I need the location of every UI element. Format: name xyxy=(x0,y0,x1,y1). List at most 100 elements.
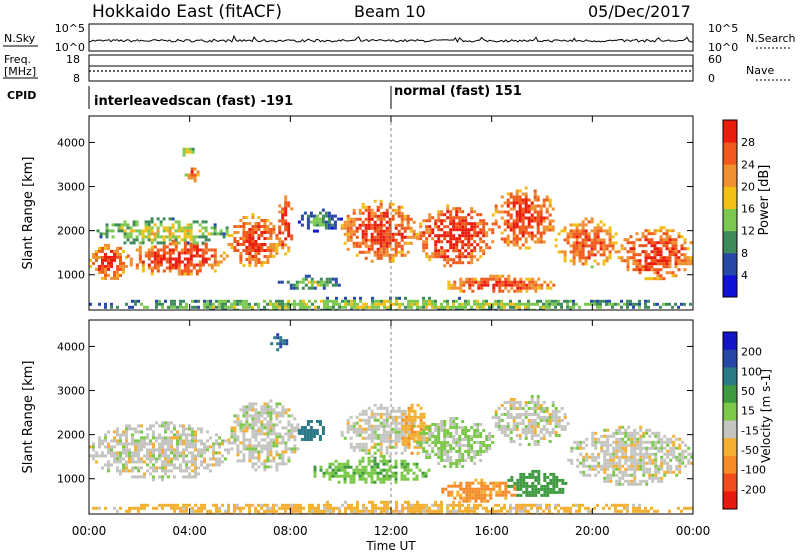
heatmap-cell xyxy=(515,413,519,416)
heatmap-cell xyxy=(278,456,282,460)
heatmap-cell xyxy=(573,440,577,444)
heatmap-cell xyxy=(321,429,325,432)
heatmap-cell xyxy=(406,250,410,254)
heatmap-cell xyxy=(422,234,426,238)
heatmap-cell xyxy=(483,487,487,491)
heatmap-cell xyxy=(630,464,634,468)
heatmap-cell xyxy=(626,305,629,309)
heatmap-cell xyxy=(584,235,588,239)
heatmap-cell xyxy=(506,210,510,214)
heatmap-cell xyxy=(113,451,116,455)
heatmap-cell xyxy=(501,280,505,284)
heatmap-cell xyxy=(394,226,398,230)
heatmap-cell xyxy=(285,339,289,343)
heatmap-cell xyxy=(503,401,507,404)
heatmap-cell xyxy=(195,220,199,224)
heatmap-cell xyxy=(242,243,246,246)
heatmap-cell xyxy=(287,420,291,424)
heatmap-cell xyxy=(428,438,432,441)
heatmap-cell xyxy=(510,493,514,497)
heatmap-cell xyxy=(404,500,407,504)
heatmap-cell xyxy=(254,243,258,246)
heatmap-cell xyxy=(362,506,365,510)
heatmap-cell xyxy=(498,487,502,491)
heatmap-cell xyxy=(177,251,181,255)
heatmap-cell xyxy=(596,238,600,242)
heatmap-cell xyxy=(236,414,240,418)
heatmap-cell xyxy=(101,264,104,268)
heatmap-cell xyxy=(479,249,483,253)
heatmap-cell xyxy=(539,305,542,309)
heatmap-cell xyxy=(524,204,528,208)
heatmap-cell xyxy=(584,217,588,221)
heatmap-cell xyxy=(518,189,522,193)
heatmap-cell xyxy=(397,241,401,245)
heatmap-cell xyxy=(198,260,202,264)
heatmap-cell xyxy=(251,308,254,310)
heatmap-cell xyxy=(546,493,550,497)
heatmap-cell xyxy=(164,454,167,458)
heatmap-cell xyxy=(606,467,610,471)
heatmap-cell xyxy=(659,235,663,239)
heatmap-cell xyxy=(587,302,590,306)
heatmap-cell xyxy=(674,259,678,263)
heatmap-cell xyxy=(602,223,606,227)
heatmap-cell xyxy=(410,305,413,309)
heatmap-cell xyxy=(533,234,537,238)
heatmap-cell xyxy=(321,208,325,212)
heatmap-cell xyxy=(198,263,202,267)
heatmap-cell xyxy=(410,403,414,407)
heatmap-cell xyxy=(143,475,146,479)
heatmap-cell xyxy=(522,481,526,485)
heatmap-cell xyxy=(530,207,534,211)
heatmap-cell xyxy=(96,229,100,233)
heatmap-cell xyxy=(183,251,187,255)
heatmap-cell xyxy=(525,493,529,497)
heatmap-cell xyxy=(186,257,190,261)
heatmap-cell xyxy=(212,457,215,461)
heatmap-cell xyxy=(344,512,347,514)
heatmap-cell xyxy=(278,225,282,229)
heatmap-cell xyxy=(370,409,374,413)
heatmap-cell xyxy=(144,226,148,230)
heatmap-cell xyxy=(683,262,687,266)
heatmap-cell xyxy=(521,216,525,220)
heatmap-cell xyxy=(425,426,429,429)
heatmap-cell xyxy=(606,473,610,477)
heatmap-cell xyxy=(654,443,658,447)
heatmap-cell xyxy=(470,456,474,459)
heatmap-cell xyxy=(349,415,353,419)
heatmap-cell xyxy=(385,448,389,452)
heatmap-cell xyxy=(410,512,413,514)
heatmap-cell xyxy=(236,503,239,507)
heatmap-cell xyxy=(659,277,663,281)
heatmap-cell xyxy=(177,266,181,270)
heatmap-cell xyxy=(125,302,128,306)
heatmap-cell xyxy=(367,247,371,251)
heatmap-cell xyxy=(419,509,422,513)
heatmap-cell xyxy=(476,222,480,226)
heatmap-cell xyxy=(266,302,269,306)
heatmap-cell xyxy=(140,430,143,434)
heatmap-cell xyxy=(306,226,310,230)
heatmap-cell xyxy=(147,220,151,224)
heatmap-cell xyxy=(107,430,110,434)
heatmap-cell xyxy=(465,493,469,497)
heatmap-cell xyxy=(299,503,302,507)
heatmap-cell xyxy=(188,433,191,437)
heatmap-cell xyxy=(356,506,359,510)
heatmap-cell xyxy=(350,299,353,303)
heatmap-cell xyxy=(665,229,669,233)
heatmap-cell xyxy=(608,244,612,248)
heatmap-cell xyxy=(483,493,487,497)
heatmap-cell xyxy=(536,231,540,235)
heatmap-cell xyxy=(446,441,450,444)
heatmap-cell xyxy=(239,261,243,264)
heatmap-cell xyxy=(260,450,264,454)
heatmap-cell xyxy=(326,506,329,510)
heatmap-cell xyxy=(323,509,326,513)
heatmap-cell xyxy=(428,429,432,432)
heatmap-cell xyxy=(397,232,401,236)
heatmap-cell xyxy=(173,436,176,440)
heatmap-cell xyxy=(242,237,246,240)
